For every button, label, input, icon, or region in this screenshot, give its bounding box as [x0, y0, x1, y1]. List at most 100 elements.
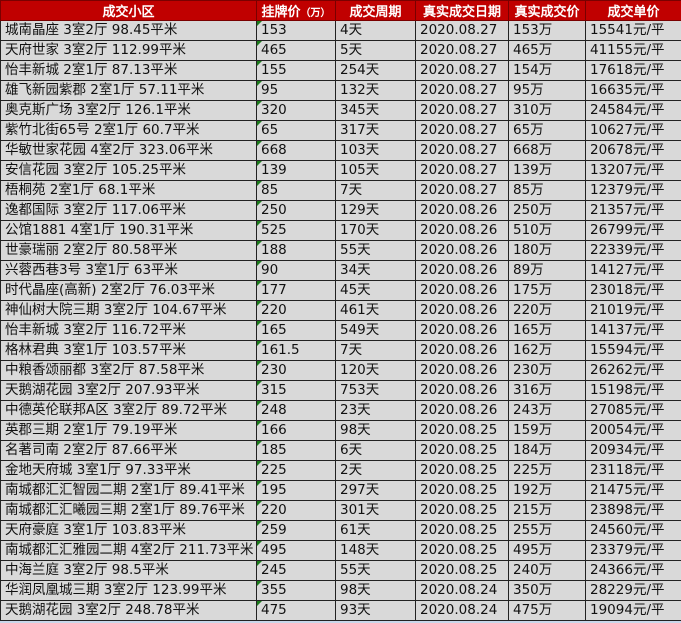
cell-deal-cycle[interactable]: 55天 [335, 560, 416, 581]
cell-listing-price[interactable]: 65 [256, 120, 336, 141]
cell-unit-price[interactable]: 26262元/平 [585, 360, 681, 381]
cell-unit-price[interactable]: 23379元/平 [585, 540, 681, 561]
cell-unit-price[interactable]: 12379元/平 [585, 180, 681, 201]
cell-unit-price[interactable]: 15198元/平 [585, 380, 681, 401]
cell-unit-price[interactable]: 23018元/平 [585, 280, 681, 301]
cell-unit-price[interactable]: 21019元/平 [585, 300, 681, 321]
cell-deal-price[interactable]: 180万 [508, 240, 586, 261]
cell-unit-price[interactable]: 10627元/平 [585, 120, 681, 141]
cell-listing-price[interactable]: 165 [256, 320, 336, 341]
cell-unit-price[interactable]: 15594元/平 [585, 340, 681, 361]
cell-deal-date[interactable]: 2020.08.27 [415, 160, 509, 181]
cell-unit-price[interactable]: 20054元/平 [585, 420, 681, 441]
cell-deal-cycle[interactable]: 132天 [335, 80, 416, 101]
cell-community[interactable]: 城南晶座 3室2厅 98.45平米 [0, 20, 257, 41]
cell-deal-price[interactable]: 475万 [508, 600, 586, 621]
cell-community[interactable]: 神仙树大院三期 3室2厅 104.67平米 [0, 300, 257, 321]
cell-deal-price[interactable]: 65万 [508, 120, 586, 141]
cell-listing-price[interactable]: 225 [256, 460, 336, 481]
cell-unit-price[interactable]: 21357元/平 [585, 200, 681, 221]
cell-listing-price[interactable]: 188 [256, 240, 336, 261]
cell-deal-date[interactable]: 2020.08.26 [415, 400, 509, 421]
cell-deal-cycle[interactable]: 753天 [335, 380, 416, 401]
cell-deal-cycle[interactable]: 2天 [335, 460, 416, 481]
cell-community[interactable]: 逸都国际 3室2厅 117.06平米 [0, 200, 257, 221]
cell-deal-date[interactable]: 2020.08.25 [415, 440, 509, 461]
cell-unit-price[interactable]: 19094元/平 [585, 600, 681, 621]
cell-community[interactable]: 英郡三期 2室1厅 79.19平米 [0, 420, 257, 441]
cell-community[interactable]: 天鹅湖花园 3室2厅 207.93平米 [0, 380, 257, 401]
cell-deal-price[interactable]: 350万 [508, 580, 586, 601]
cell-deal-date[interactable]: 2020.08.26 [415, 320, 509, 341]
cell-deal-cycle[interactable]: 170天 [335, 220, 416, 241]
cell-community[interactable]: 公馆1881 4室1厅 190.31平米 [0, 220, 257, 241]
cell-community[interactable]: 梧桐苑 2室1厅 68.1平米 [0, 180, 257, 201]
cell-community[interactable]: 中德英伦联邦A区 3室2厅 89.72平米 [0, 400, 257, 421]
cell-unit-price[interactable]: 41155元/平 [585, 40, 681, 61]
cell-listing-price[interactable]: 139 [256, 160, 336, 181]
cell-deal-price[interactable]: 184万 [508, 440, 586, 461]
cell-deal-price[interactable]: 153万 [508, 20, 586, 41]
cell-deal-date[interactable]: 2020.08.27 [415, 120, 509, 141]
cell-listing-price[interactable]: 525 [256, 220, 336, 241]
cell-community[interactable]: 怡丰新城 2室1厅 87.13平米 [0, 60, 257, 81]
cell-listing-price[interactable]: 245 [256, 560, 336, 581]
cell-deal-price[interactable]: 175万 [508, 280, 586, 301]
cell-deal-cycle[interactable]: 23天 [335, 400, 416, 421]
cell-deal-price[interactable]: 255万 [508, 520, 586, 541]
header-deal-price[interactable]: 真实成交价 [508, 0, 586, 21]
cell-deal-price[interactable]: 310万 [508, 100, 586, 121]
cell-deal-date[interactable]: 2020.08.26 [415, 260, 509, 281]
cell-deal-price[interactable]: 165万 [508, 320, 586, 341]
cell-unit-price[interactable]: 28229元/平 [585, 580, 681, 601]
cell-deal-price[interactable]: 162万 [508, 340, 586, 361]
cell-deal-date[interactable]: 2020.08.27 [415, 180, 509, 201]
cell-unit-price[interactable]: 17618元/平 [585, 60, 681, 81]
header-listing-price[interactable]: 挂牌价（万） [256, 0, 336, 21]
cell-listing-price[interactable]: 85 [256, 180, 336, 201]
cell-deal-cycle[interactable]: 7天 [335, 340, 416, 361]
cell-deal-price[interactable]: 495万 [508, 540, 586, 561]
cell-unit-price[interactable]: 24560元/平 [585, 520, 681, 541]
cell-unit-price[interactable]: 20678元/平 [585, 140, 681, 161]
cell-deal-cycle[interactable]: 345天 [335, 100, 416, 121]
cell-deal-cycle[interactable]: 129天 [335, 200, 416, 221]
cell-deal-cycle[interactable]: 4天 [335, 20, 416, 41]
cell-unit-price[interactable]: 23898元/平 [585, 500, 681, 521]
cell-community[interactable]: 南城都汇汇雅园二期 4室2厅 211.73平米 [0, 540, 257, 561]
cell-listing-price[interactable]: 155 [256, 60, 336, 81]
cell-deal-cycle[interactable]: 98天 [335, 420, 416, 441]
cell-deal-cycle[interactable]: 34天 [335, 260, 416, 281]
cell-deal-price[interactable]: 220万 [508, 300, 586, 321]
cell-deal-price[interactable]: 668万 [508, 140, 586, 161]
cell-listing-price[interactable]: 495 [256, 540, 336, 561]
cell-deal-price[interactable]: 139万 [508, 160, 586, 181]
cell-unit-price[interactable]: 24584元/平 [585, 100, 681, 121]
cell-deal-cycle[interactable]: 317天 [335, 120, 416, 141]
cell-deal-cycle[interactable]: 93天 [335, 600, 416, 621]
cell-listing-price[interactable]: 668 [256, 140, 336, 161]
cell-deal-price[interactable]: 230万 [508, 360, 586, 381]
cell-deal-date[interactable]: 2020.08.26 [415, 220, 509, 241]
cell-unit-price[interactable]: 20934元/平 [585, 440, 681, 461]
cell-unit-price[interactable]: 22339元/平 [585, 240, 681, 261]
cell-deal-cycle[interactable]: 301天 [335, 500, 416, 521]
cell-deal-date[interactable]: 2020.08.24 [415, 600, 509, 621]
cell-listing-price[interactable]: 153 [256, 20, 336, 41]
cell-deal-date[interactable]: 2020.08.26 [415, 280, 509, 301]
cell-listing-price[interactable]: 320 [256, 100, 336, 121]
cell-deal-date[interactable]: 2020.08.26 [415, 200, 509, 221]
cell-community[interactable]: 兴蓉西巷3号 3室1厅 63平米 [0, 260, 257, 281]
cell-community[interactable]: 安信花园 3室2厅 105.25平米 [0, 160, 257, 181]
cell-deal-price[interactable]: 316万 [508, 380, 586, 401]
cell-deal-date[interactable]: 2020.08.26 [415, 360, 509, 381]
cell-community[interactable]: 天府世家 3室2厅 112.99平米 [0, 40, 257, 61]
cell-deal-date[interactable]: 2020.08.26 [415, 380, 509, 401]
cell-deal-date[interactable]: 2020.08.27 [415, 100, 509, 121]
cell-listing-price[interactable]: 161.5 [256, 340, 336, 361]
cell-unit-price[interactable]: 14127元/平 [585, 260, 681, 281]
cell-unit-price[interactable]: 14137元/平 [585, 320, 681, 341]
cell-deal-date[interactable]: 2020.08.25 [415, 500, 509, 521]
cell-community[interactable]: 世豪瑞丽 2室2厅 80.58平米 [0, 240, 257, 261]
cell-deal-price[interactable]: 85万 [508, 180, 586, 201]
